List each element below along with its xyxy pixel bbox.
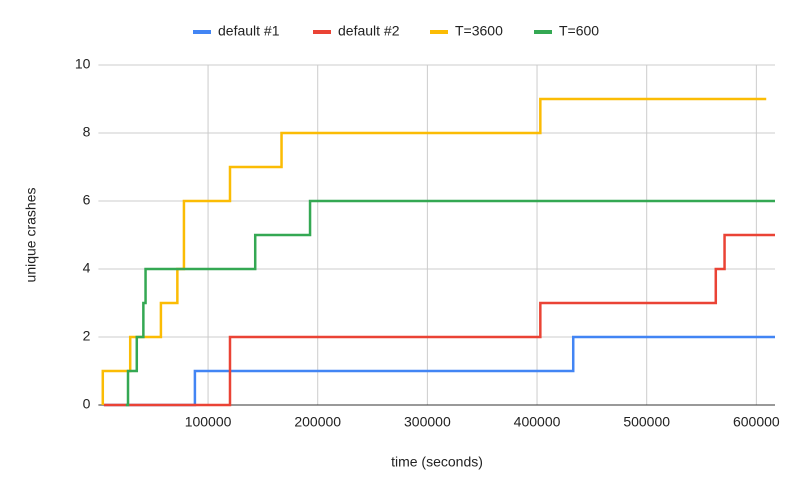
- series-line: [125, 199, 775, 407]
- legend-label: T=600: [559, 23, 599, 39]
- x-tick-label: 400000: [514, 414, 561, 430]
- x-axis-label: time (seconds): [391, 454, 483, 470]
- x-tick-label: 500000: [623, 414, 670, 430]
- x-tick-label: 200000: [294, 414, 341, 430]
- x-tick-label: 100000: [185, 414, 232, 430]
- legend-label: T=3600: [455, 23, 503, 39]
- series-line: [103, 233, 775, 407]
- y-axis-label: unique crashes: [23, 188, 39, 283]
- legend-label: default #2: [338, 23, 400, 39]
- series-line: [103, 335, 775, 407]
- y-tick-label: 2: [83, 328, 91, 344]
- y-tick-label: 4: [83, 260, 91, 276]
- y-tick-label: 8: [83, 124, 91, 140]
- y-tick-label: 0: [83, 396, 91, 412]
- y-tick-label: 10: [75, 56, 91, 72]
- x-tick-label: 300000: [404, 414, 451, 430]
- x-tick-label: 600000: [733, 414, 780, 430]
- legend-label: default #1: [218, 23, 280, 39]
- series-line: [101, 97, 767, 405]
- y-tick-label: 6: [83, 192, 91, 208]
